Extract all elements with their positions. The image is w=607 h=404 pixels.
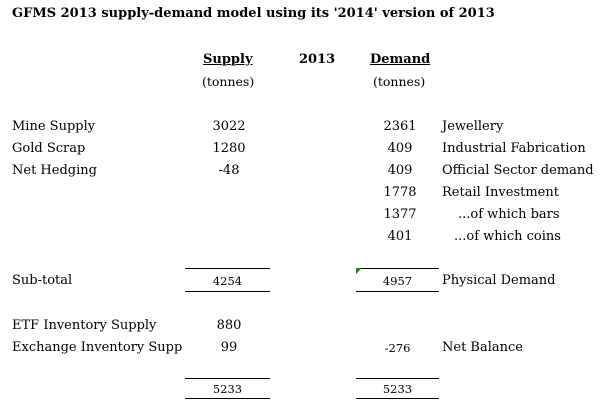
supply-row-label: Net Hedging	[12, 163, 97, 178]
demand-row-label: ...of which bars	[458, 207, 560, 222]
demand-subtotal-value: 4957	[382, 274, 413, 288]
year-header: 2013	[299, 52, 336, 67]
demand-row-label: Jewellery	[442, 119, 504, 134]
demand-total-value: 5233	[382, 382, 413, 396]
demand-row-label: Retail Investment	[442, 185, 559, 200]
demand-row-value: 401	[387, 229, 413, 244]
demand-row-value: 1778	[383, 185, 417, 200]
demand-row-label: Industrial Fabrication	[442, 141, 586, 156]
demand-row-value: 1377	[383, 207, 417, 222]
inventory-row-value: 99	[220, 340, 238, 355]
physical-demand-label: Physical Demand	[442, 273, 556, 288]
supply-row-label: Mine Supply	[12, 119, 96, 134]
supply-unit: (tonnes)	[202, 74, 255, 89]
inventory-row-label: ETF Inventory Supply	[12, 318, 157, 333]
supply-total-top-rule	[185, 378, 270, 379]
inventory-row-label: Exchange Inventory Supp	[12, 340, 183, 355]
supply-row-label: Gold Scrap	[12, 141, 86, 156]
page-title: GFMS 2013 supply-demand model using its …	[12, 6, 495, 21]
subtotal-label: Sub-total	[12, 273, 73, 288]
demand-row-label: ...of which coins	[454, 229, 561, 244]
demand-row-label: Official Sector demand	[442, 163, 594, 178]
supply-row-value: 1280	[212, 141, 246, 156]
supply-subtotal-value: 4254	[212, 274, 243, 288]
demand-subtotal-top-rule	[356, 268, 439, 269]
supply-total-value: 5233	[212, 382, 243, 396]
supply-row-value: 3022	[212, 119, 246, 134]
net-balance-value: -276	[384, 341, 411, 355]
supply-total-bottom-rule	[185, 398, 270, 399]
supply-row-value: -48	[218, 163, 240, 178]
supply-subtotal-top-rule	[185, 268, 270, 269]
demand-total-top-rule	[356, 378, 439, 379]
supply-header: Supply	[203, 52, 253, 67]
demand-total-bottom-rule	[356, 398, 439, 399]
demand-row-value: 409	[387, 141, 413, 156]
demand-unit: (tonnes)	[373, 74, 426, 89]
supply-subtotal-bottom-rule	[185, 291, 270, 292]
demand-subtotal-bottom-rule	[356, 291, 439, 292]
demand-row-value: 409	[387, 163, 413, 178]
demand-row-value: 2361	[383, 119, 417, 134]
net-balance-label: Net Balance	[442, 340, 523, 355]
inventory-row-value: 880	[216, 318, 242, 333]
cell-comment-marker	[356, 268, 362, 274]
demand-header: Demand	[370, 52, 431, 67]
